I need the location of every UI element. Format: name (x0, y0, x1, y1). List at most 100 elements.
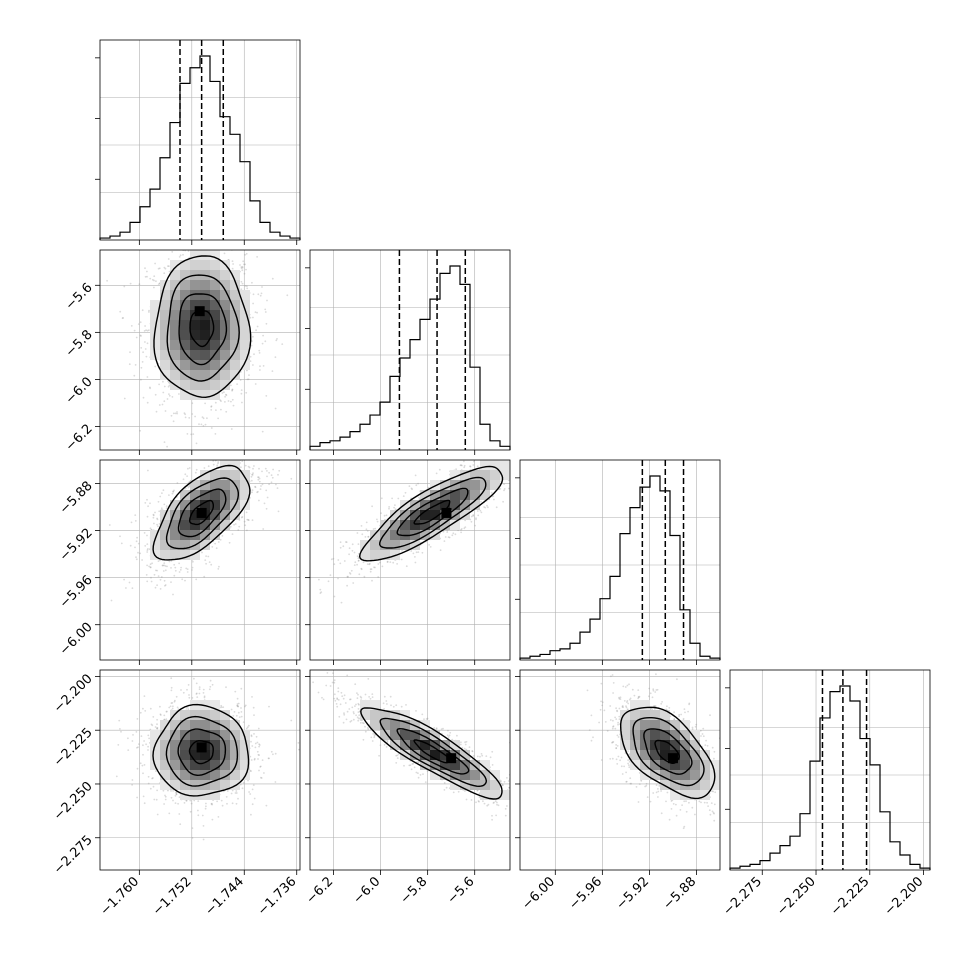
density-cell (190, 530, 200, 540)
scatter-point (147, 469, 149, 472)
scatter-point (254, 311, 257, 314)
scatter-point (377, 576, 380, 578)
scatter-point (154, 365, 157, 368)
scatter-point (356, 532, 359, 534)
scatter-point (246, 243, 248, 245)
density-cell (180, 360, 190, 370)
scatter-point (246, 529, 248, 532)
scatter-point (184, 413, 187, 416)
scatter-point (415, 484, 418, 487)
scatter-point (460, 531, 462, 534)
histogram-2 (519, 475, 721, 660)
scatter-point (241, 787, 244, 790)
scatter-point (377, 563, 380, 565)
scatter-point (162, 564, 164, 567)
scatter-point (157, 283, 160, 285)
scatter-point (173, 700, 176, 703)
scatter-point (240, 266, 243, 268)
density-cell (180, 280, 190, 290)
scatter-point (142, 351, 145, 354)
scatter-point (225, 232, 227, 234)
scatter-point (156, 523, 159, 526)
scatter-point (144, 348, 147, 350)
density-cell (460, 490, 470, 500)
density-cell (190, 260, 200, 270)
density-cell (210, 290, 220, 300)
scatter-point (265, 507, 268, 510)
density-cell (220, 520, 230, 530)
scatter-point (356, 563, 358, 566)
density-cell (460, 480, 470, 490)
scatter-point (148, 565, 151, 568)
density-cell (210, 270, 220, 280)
scatter-point (248, 374, 250, 376)
density-cell (430, 510, 440, 520)
scatter-point (194, 229, 196, 231)
scatter-point (443, 540, 446, 542)
scatter-point (514, 455, 516, 457)
density-cell (480, 480, 490, 490)
scatter-point (210, 427, 213, 429)
scatter-point (351, 549, 354, 552)
scatter-point (493, 498, 495, 501)
scatter-point (153, 275, 156, 278)
density-cell (210, 470, 220, 480)
density-cell (160, 520, 170, 530)
scatter-point (204, 402, 207, 405)
scatter-point (154, 393, 157, 396)
scatter-point (188, 221, 190, 223)
density-cell (390, 510, 400, 520)
scatter-point (162, 570, 165, 572)
density-cell (230, 360, 240, 370)
scatter-point (415, 551, 418, 554)
scatter-point (360, 525, 363, 527)
density-cell (220, 510, 230, 520)
scatter-point (393, 506, 395, 509)
scatter-point (153, 522, 155, 525)
density-cell (450, 470, 460, 480)
scatter-point (527, 462, 529, 464)
density-cell (440, 520, 450, 530)
scatter-point (218, 248, 220, 250)
density-cell (210, 310, 220, 320)
scatter-point (155, 280, 157, 283)
scatter-point (472, 514, 475, 517)
scatter-point (157, 500, 160, 503)
scatter-point (417, 551, 420, 553)
scatter-point (332, 557, 335, 560)
density-cell (230, 470, 240, 480)
scatter-point (446, 529, 449, 532)
density-cell (230, 330, 240, 340)
scatter-point (320, 591, 323, 593)
scatter-point (256, 244, 258, 246)
peak-cell-1-2 (441, 507, 452, 518)
scatter-point (342, 545, 345, 548)
density-cell (220, 460, 230, 470)
scatter-point (218, 565, 220, 568)
scatter-point (134, 514, 137, 516)
scatter-point (339, 541, 342, 544)
pair-panel-1-2 (305, 455, 529, 665)
scatter-point (232, 404, 235, 407)
scatter-point (246, 287, 249, 290)
density-cell (160, 350, 170, 360)
peak-cell-0-2 (196, 507, 207, 518)
scatter-point (156, 569, 159, 572)
scatter-point (159, 705, 161, 708)
scatter-point (271, 476, 274, 479)
scatter-point (265, 395, 268, 397)
scatter-point (240, 715, 243, 718)
scatter-point (252, 302, 255, 305)
density-cell (460, 470, 470, 480)
scatter-point (175, 791, 178, 794)
scatter-point (168, 560, 171, 563)
scatter-point (364, 536, 367, 538)
scatter-point (253, 797, 256, 800)
scatter-point (174, 412, 177, 415)
scatter-point (439, 549, 442, 552)
scatter-point (251, 491, 253, 494)
density-cell (210, 500, 220, 510)
scatter-point (173, 489, 175, 492)
density-cell (230, 320, 240, 330)
scatter-point (461, 464, 463, 467)
